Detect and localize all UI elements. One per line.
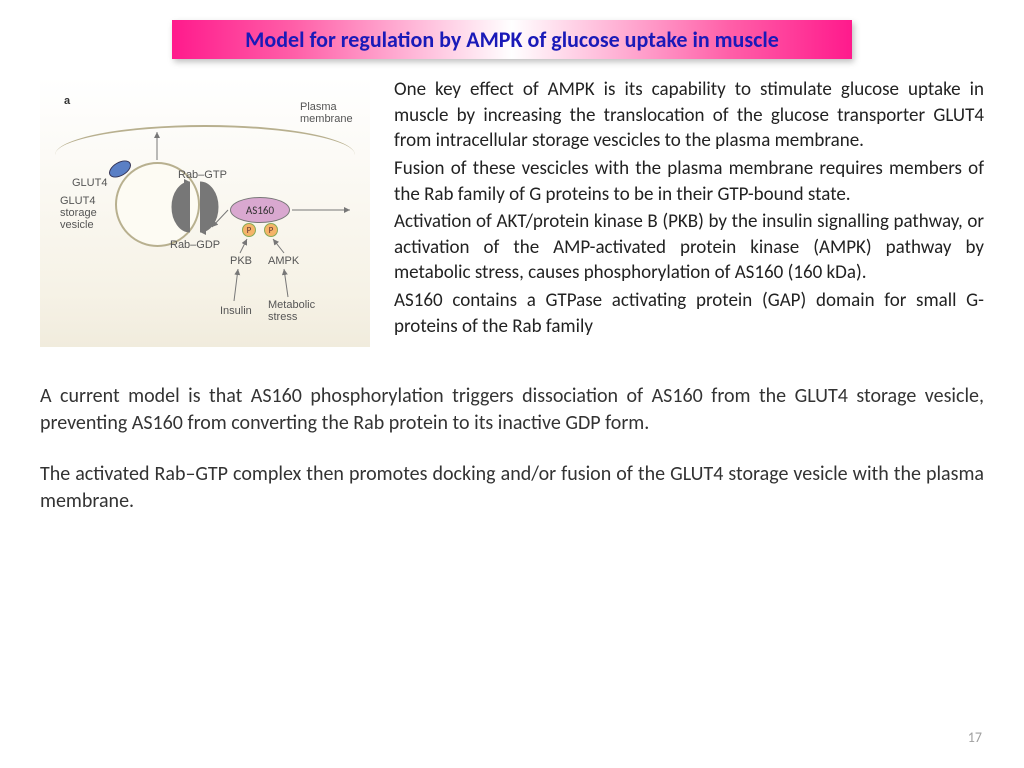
- as160-node: AS160: [230, 197, 290, 223]
- lower-text-block: A current model is that AS160 phosphoryl…: [40, 383, 984, 515]
- paragraph: A current model is that AS160 phosphoryl…: [40, 383, 984, 437]
- panel-label: a: [64, 95, 70, 107]
- label-vesicle-caption: GLUT4 storage vesicle: [60, 195, 97, 231]
- label-glut4: GLUT4: [72, 177, 107, 189]
- label-metabolic-stress: Metabolic stress: [268, 299, 315, 323]
- label-rab-gdp: Rab–GDP: [170, 239, 220, 251]
- label-ampk: AMPK: [268, 255, 299, 267]
- slide: Model for regulation by AMPK of glucose …: [0, 0, 1024, 768]
- page-number: 17: [968, 729, 982, 746]
- phospho-site-2: P: [264, 223, 278, 237]
- page-title: Model for regulation by AMPK of glucose …: [245, 26, 779, 53]
- paragraph: Fusion of these vescicles with the plasm…: [394, 156, 984, 207]
- label-pkb: PKB: [230, 255, 252, 267]
- paragraph: AS160 contains a GTPase activating prote…: [394, 288, 984, 339]
- label-insulin: Insulin: [220, 305, 252, 317]
- ampk-diagram: a Plasma membrane GLUT4 GLUT4 storage ve…: [40, 77, 370, 347]
- label-as160: AS160: [246, 204, 274, 217]
- diagram-column: a Plasma membrane GLUT4 GLUT4 storage ve…: [40, 77, 370, 347]
- right-text-column: One key effect of AMPK is its capability…: [394, 77, 984, 347]
- paragraph: The activated Rab–GTP complex then promo…: [40, 461, 984, 515]
- body-row: a Plasma membrane GLUT4 GLUT4 storage ve…: [40, 77, 984, 347]
- paragraph: Activation of AKT/protein kinase B (PKB)…: [394, 209, 984, 286]
- label-plasma-membrane: Plasma membrane: [300, 101, 353, 125]
- paragraph: One key effect of AMPK is its capability…: [394, 77, 984, 154]
- label-rab-gtp: Rab–GTP: [178, 169, 227, 181]
- phospho-site-1: P: [242, 223, 256, 237]
- title-bar: Model for regulation by AMPK of glucose …: [172, 20, 852, 59]
